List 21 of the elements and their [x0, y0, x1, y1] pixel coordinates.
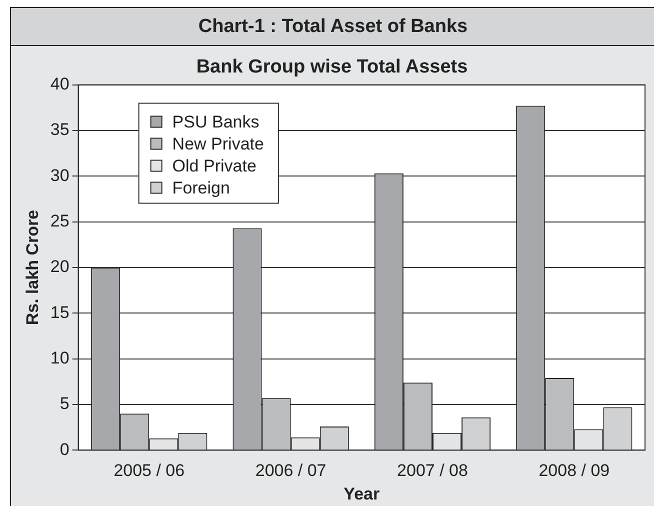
- legend-label: Foreign: [172, 178, 230, 198]
- x-tick-label: 2008 / 09: [538, 461, 610, 480]
- legend-label: Old Private: [172, 156, 256, 176]
- x-tick-label: 2007 / 08: [397, 461, 468, 480]
- x-tick-label: 2006 / 07: [255, 461, 326, 480]
- x-axis-title: Year: [344, 484, 380, 504]
- y-axis-title: Rs. lakh Crore: [22, 210, 42, 326]
- y-tick-label: 25: [50, 212, 70, 231]
- y-tick-label: 15: [50, 302, 70, 322]
- y-tick-label: 40: [50, 74, 70, 94]
- y-tick-label: 30: [50, 166, 70, 185]
- y-tick-label: 20: [50, 257, 70, 276]
- y-tick-label: 35: [50, 120, 70, 140]
- chart-title: Chart-1 : Total Asset of Banks: [11, 8, 654, 46]
- x-tick-label: 2005 / 06: [114, 461, 185, 480]
- y-tick-label: 10: [50, 348, 70, 368]
- y-tick-label: 5: [60, 394, 70, 414]
- chart-subtitle: Bank Group wise Total Assets: [196, 56, 468, 78]
- y-tick-label: 0: [60, 440, 70, 459]
- legend-label: PSU Banks: [172, 112, 260, 132]
- legend-label: New Private: [172, 134, 264, 154]
